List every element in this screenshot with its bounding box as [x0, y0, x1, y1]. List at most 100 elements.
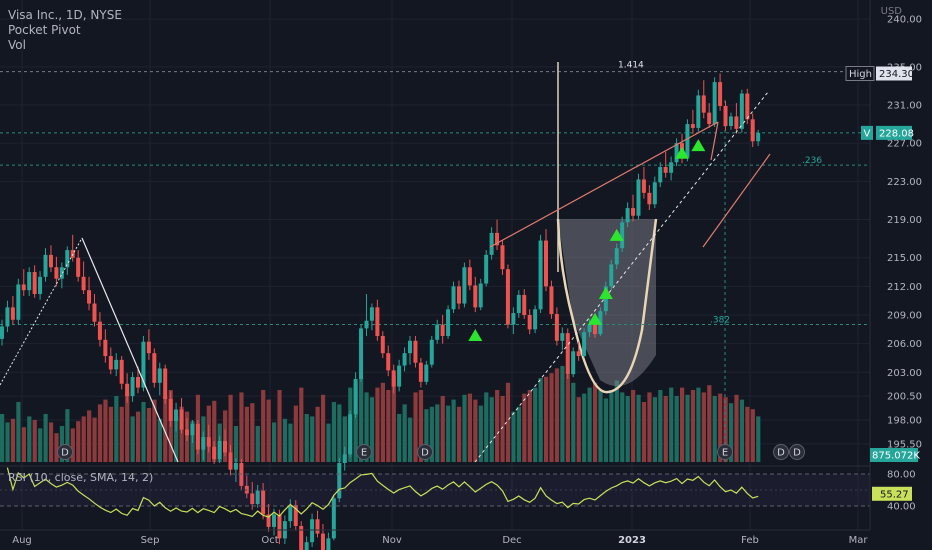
volume-bar — [331, 402, 337, 462]
volume-bar — [54, 433, 59, 462]
pocket-pivot-markers — [468, 139, 706, 342]
volume-bar — [424, 409, 429, 462]
candle-body — [718, 82, 723, 106]
volume-bar — [451, 399, 456, 462]
candle-body — [462, 267, 467, 304]
candle-body — [478, 283, 483, 308]
time-tick-label: Oct — [261, 535, 278, 546]
volume-bar — [565, 374, 570, 462]
candle-body — [712, 82, 717, 125]
candle-body — [212, 446, 217, 460]
candle-body — [391, 370, 396, 387]
price-tick-label: 206.00 — [887, 339, 922, 350]
volume-bar — [380, 382, 385, 462]
volume-bar — [625, 396, 630, 462]
candles — [0, 73, 761, 550]
volume-bar — [272, 422, 277, 462]
candle-body — [690, 124, 695, 128]
volume-bar — [511, 411, 516, 462]
volume-bar — [549, 373, 554, 462]
pocket-pivot-marker — [691, 139, 706, 152]
volume-bar — [353, 382, 358, 462]
wedge-lower — [702, 153, 771, 248]
volume-bar — [701, 392, 706, 462]
volume-bar — [43, 414, 48, 462]
fib-label: 1.414 — [618, 61, 644, 71]
volume-bar — [620, 392, 625, 462]
candle-body — [76, 257, 81, 277]
candle-body — [380, 336, 385, 354]
symbol-title[interactable]: Visa Inc., 1D, NYSE — [8, 8, 122, 22]
pocket-pivot-marker — [468, 329, 483, 342]
candle-body — [756, 132, 761, 142]
volume-bar — [65, 409, 70, 462]
time-axis[interactable]: Aug Sep Oct Nov Dec 2023 Feb Mar — [12, 535, 868, 546]
volume-bar — [544, 376, 549, 462]
candle-body — [500, 245, 505, 270]
volume-bar — [38, 428, 43, 462]
volume-bar — [739, 399, 745, 462]
time-tick-label: 2023 — [618, 535, 646, 546]
volume-bar — [114, 396, 119, 462]
candle-body — [190, 423, 195, 436]
volume-bar — [239, 392, 244, 462]
volume-bar — [571, 382, 576, 462]
volume-bar — [685, 394, 690, 462]
rsi-legend[interactable]: RSI (10, close, SMA, 14, 2) — [8, 471, 154, 484]
candle-body — [141, 341, 146, 388]
last-symbol-box — [861, 125, 873, 140]
volume-bar — [282, 418, 288, 462]
volume-bar — [462, 394, 467, 462]
event-marker-label: D — [777, 448, 785, 459]
volume-bar — [0, 414, 5, 462]
indicator-vol[interactable]: Vol — [8, 38, 26, 52]
candle-body — [674, 143, 679, 163]
volume-bar — [103, 399, 108, 462]
candle-body — [565, 333, 570, 375]
volume-bar — [674, 396, 679, 462]
candle-body — [571, 351, 576, 375]
candle-body — [130, 377, 135, 397]
candle-body — [331, 498, 336, 539]
candle-body — [315, 519, 320, 534]
volume-bar — [5, 422, 10, 462]
volume-bar — [582, 393, 587, 462]
candle-body — [527, 315, 532, 330]
candle-body — [10, 307, 15, 320]
volume-bar — [97, 404, 103, 462]
volume-bar — [446, 405, 451, 462]
volume-bar — [631, 390, 636, 462]
volume-bar — [592, 382, 598, 462]
indicator-pocket-pivot[interactable]: Pocket Pivot — [8, 23, 81, 37]
volume-bar — [696, 387, 701, 462]
candle-body — [16, 284, 21, 320]
volume-bar — [288, 423, 293, 462]
candle-body — [250, 493, 255, 504]
volume-bar — [369, 397, 375, 462]
last-value: 228.08 — [879, 128, 914, 139]
time-tick-label: Sep — [141, 535, 160, 546]
price-axis[interactable]: 240.00235.00231.00227.00223.00219.00215.… — [845, 0, 932, 550]
rsi-tick-label: 80.00 — [887, 470, 916, 481]
candle-body — [228, 452, 233, 470]
price-tick-label: 215.00 — [887, 253, 922, 264]
candle-body — [348, 414, 353, 455]
candle-body — [59, 267, 64, 279]
candle-body — [549, 286, 554, 315]
volume-bar — [636, 394, 641, 462]
volume-bar — [141, 402, 146, 462]
candle-body — [516, 294, 521, 314]
volume-bar — [266, 399, 271, 462]
volume-bar — [489, 397, 494, 462]
candle-body — [223, 441, 228, 453]
volume-bar — [516, 406, 521, 462]
candle-body — [233, 462, 238, 470]
volume-bars — [0, 366, 761, 462]
high-value-box — [876, 66, 912, 81]
volume-bar — [560, 366, 565, 462]
volume-bar — [554, 368, 560, 462]
candle-body — [103, 339, 108, 357]
candle-body — [299, 525, 304, 550]
